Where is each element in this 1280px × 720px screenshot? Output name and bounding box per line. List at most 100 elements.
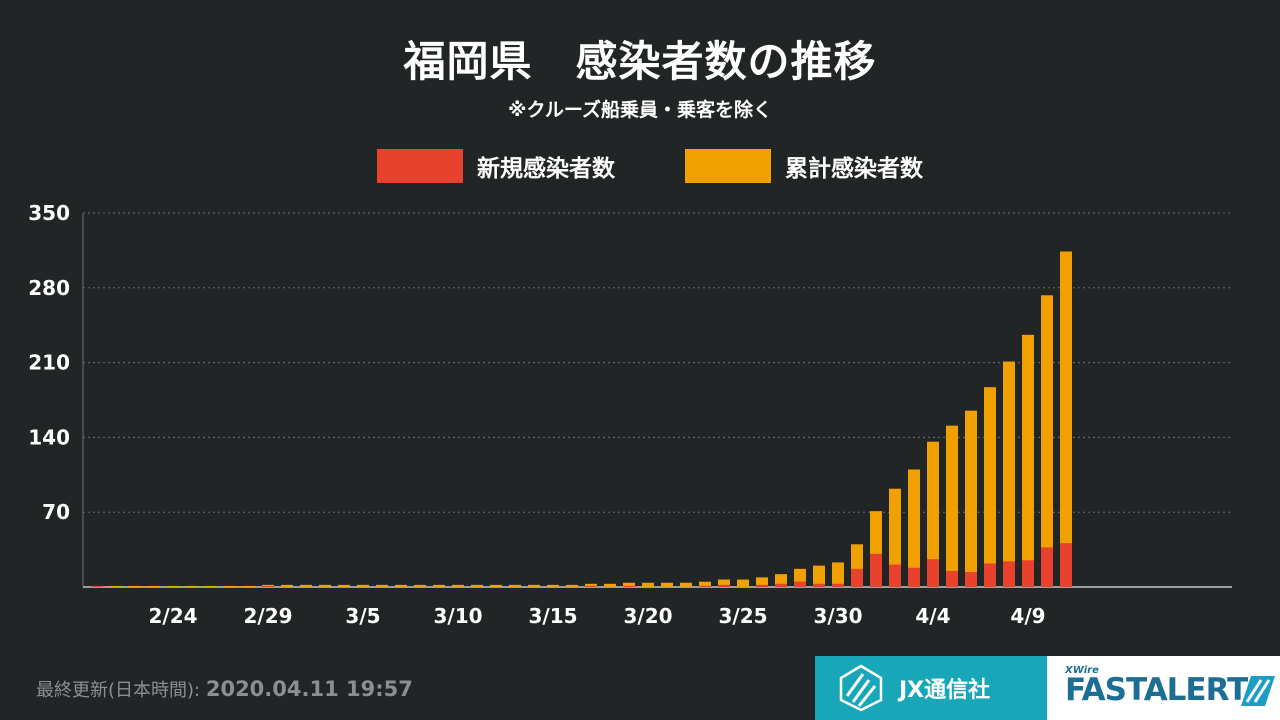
bar-cumulative: [262, 584, 274, 587]
fastalert-text: FASTALERT: [1065, 672, 1249, 708]
last-updated: 最終更新(日本時間): 2020.04.11 19:57: [36, 676, 413, 702]
bar-cumulative: [205, 585, 217, 587]
x-tick-label: 3/5: [345, 604, 380, 628]
legend-new: 新規感染者数: [377, 148, 615, 184]
bar-new: [1060, 543, 1072, 587]
x-tick-label: 4/4: [915, 604, 950, 628]
bar-new: [718, 584, 730, 587]
x-tick-label: 2/29: [243, 604, 292, 628]
bar-cumulative: [642, 582, 654, 587]
y-tick-label: 70: [42, 500, 70, 524]
y-tick-label: 280: [28, 276, 70, 300]
xwire-text: XWire: [1065, 665, 1099, 676]
bar-new: [813, 583, 825, 587]
bar-cumulative: [946, 425, 958, 587]
bar-new: [262, 585, 274, 587]
bar-new: [984, 563, 996, 587]
bar-cumulative: [737, 579, 749, 587]
bar-cumulative: [395, 584, 407, 587]
bar-new: [851, 568, 863, 587]
last-updated-label: 最終更新(日本時間):: [36, 680, 201, 701]
fastalert-mark-icon: [1241, 676, 1275, 706]
x-tick-label: 3/10: [433, 604, 482, 628]
bar-cumulative: [452, 584, 464, 587]
last-updated-timestamp: 2020.04.11 19:57: [205, 677, 413, 701]
bar-cumulative: [1022, 334, 1034, 587]
bar-new: [908, 567, 920, 587]
bar-cumulative: [110, 585, 122, 587]
bar-cumulative: [965, 410, 977, 587]
fastalert-logo: XWire FASTALERT: [1047, 656, 1280, 720]
bar-cumulative: [281, 584, 293, 587]
y-tick-label: 350: [28, 201, 70, 225]
bar-cumulative: [908, 469, 920, 587]
bar-new: [1003, 561, 1015, 587]
bar-cumulative: [604, 583, 616, 587]
bar-cumulative: [1003, 361, 1015, 587]
legend-cumulative-swatch: [685, 149, 771, 183]
bar-cumulative: [699, 581, 711, 587]
x-tick-label: 2/24: [148, 604, 197, 628]
bar-new: [946, 570, 958, 587]
bar-new: [889, 564, 901, 587]
jx-logo: JX通信社: [815, 656, 1047, 720]
bar-new: [965, 572, 977, 587]
y-tick-label: 140: [28, 425, 70, 449]
bar-cumulative: [661, 582, 673, 587]
bar-cumulative: [471, 584, 483, 587]
bar-cumulative: [623, 582, 635, 587]
bar-cumulative: [167, 585, 179, 587]
bar-new: [91, 585, 103, 587]
jx-mark-icon: [839, 664, 883, 712]
bar-cumulative: [566, 584, 578, 587]
x-tick-label: 3/30: [813, 604, 862, 628]
x-tick-label: 3/25: [718, 604, 767, 628]
bar-cumulative: [376, 584, 388, 587]
bar-new: [1022, 560, 1034, 587]
bar-cumulative: [984, 387, 996, 587]
bar-cumulative: [756, 577, 768, 587]
bar-new: [585, 585, 597, 587]
bar-cumulative: [585, 583, 597, 587]
y-tick-label: 210: [28, 351, 70, 375]
bar-cumulative: [1041, 295, 1053, 587]
chart-title: 福岡県 感染者数の推移: [403, 37, 877, 86]
bar-cumulative: [300, 584, 312, 587]
bar-new: [794, 581, 806, 587]
bar-cumulative: [224, 585, 236, 587]
jx-logo-text: JX通信社: [899, 678, 991, 703]
bar-cumulative: [414, 584, 426, 587]
x-tick-label: 4/9: [1010, 604, 1045, 628]
bar-cumulative: [129, 585, 141, 587]
x-tick-label: 3/15: [528, 604, 577, 628]
bar-new: [927, 559, 939, 587]
fastalert-alert: ALERT: [1143, 672, 1249, 708]
bar-cumulative: [148, 585, 160, 587]
bar-cumulative: [319, 584, 331, 587]
bar-cumulative: [680, 582, 692, 587]
fastalert-fast: FAST: [1065, 672, 1145, 708]
bar-cumulative: [1060, 251, 1072, 587]
bar-cumulative: [338, 584, 350, 587]
bar-cumulative: [433, 584, 445, 587]
legend-cumulative-label: 累計感染者数: [785, 156, 923, 182]
bar-new: [756, 584, 768, 587]
bar-new: [832, 583, 844, 587]
bar-new: [623, 585, 635, 587]
legend-cumulative: 累計感染者数: [685, 148, 923, 184]
bar-cumulative: [528, 584, 540, 587]
bar-cumulative: [718, 579, 730, 587]
bar-cumulative: [186, 585, 198, 587]
bar-cumulative: [832, 562, 844, 587]
bar-cumulative: [813, 565, 825, 587]
bar-new: [1041, 547, 1053, 587]
bar-cumulative: [243, 585, 255, 587]
legend-new-label: 新規感染者数: [477, 156, 615, 182]
x-tick-label: 3/20: [623, 604, 672, 628]
bar-new: [870, 553, 882, 587]
legend-new-swatch: [377, 149, 463, 183]
bar-cumulative: [889, 488, 901, 587]
bar-cumulative: [547, 584, 559, 587]
bar-cumulative: [490, 584, 502, 587]
